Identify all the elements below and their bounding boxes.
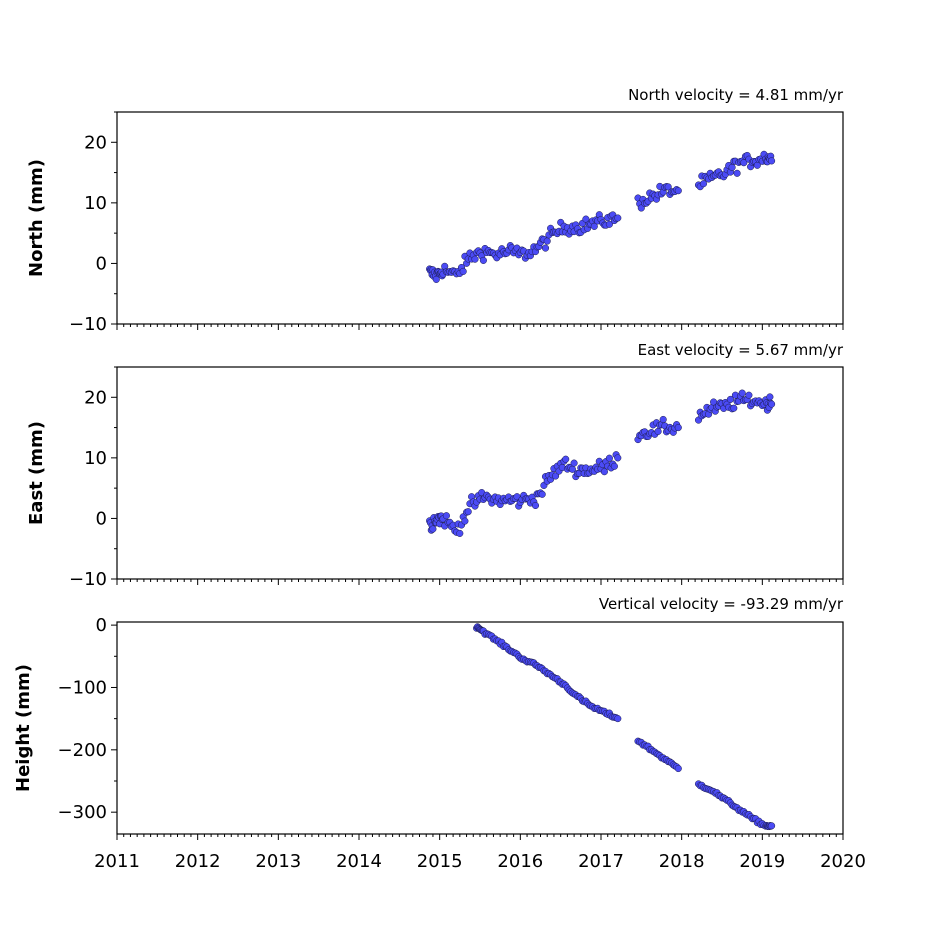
height-axes-frame [116,621,844,835]
y-tick-label: 0 [96,508,107,529]
east-y-axis-label: East (mm) [26,421,47,525]
data-point [768,400,776,408]
data-point [461,517,469,525]
east-panel-title: East velocity = 5.67 mm/yr [638,341,844,359]
data-point [614,214,622,222]
data-point [456,529,464,537]
data-point [768,157,776,165]
data-point [531,501,540,510]
north-axes-frame [116,111,844,325]
height-panel: Vertical velocity = -93.29 mm/yr Height … [13,595,866,872]
data-point [614,454,622,462]
data-point [654,427,662,435]
east-y-ticks: −10 0 10 20 [69,366,117,590]
y-tick-label: −300 [58,802,107,823]
y-tick-label: 20 [84,387,107,408]
data-point [471,255,479,263]
y-tick-label: 20 [84,132,107,153]
east-scatter-points [426,389,776,537]
y-tick-label: 10 [84,448,107,469]
data-point [543,237,551,245]
data-point [582,215,590,223]
data-point [464,508,472,516]
y-tick-label: 0 [96,253,107,274]
data-point [659,415,667,424]
data-point [745,391,753,399]
data-point [728,163,736,171]
y-tick-label: 10 [84,193,107,214]
y-tick-label: −200 [58,740,107,761]
x-tick-label: 2019 [739,851,785,872]
height-panel-title: Vertical velocity = -93.29 mm/yr [599,595,844,613]
data-point [730,404,738,412]
data-point [610,462,618,470]
east-axes-frame [116,366,844,580]
east-panel: East velocity = 5.67 mm/yr East (mm) −10… [26,341,844,590]
data-point [674,424,682,432]
north-y-ticks: −10 0 10 20 [69,111,117,335]
data-point [605,454,613,462]
x-tick-label: 2017 [578,851,624,872]
data-point [733,169,741,177]
data-point [766,393,774,401]
x-tick-label: 2012 [175,851,221,872]
data-point [570,459,578,467]
north-y-axis-label: North (mm) [26,159,47,277]
y-tick-label: −10 [69,569,107,590]
data-point [605,220,613,228]
data-point [459,267,467,275]
data-point [538,490,546,498]
data-point [674,187,682,195]
x-tick-label: 2011 [94,851,140,872]
data-point [479,256,487,264]
height-x-ticks: 2011 2012 2013 2014 2015 2016 2017 2018 2019 2020 [94,834,866,872]
data-point [552,472,560,480]
y-tick-label: −10 [69,314,107,335]
y-tick-label: −100 [58,677,107,698]
data-point [442,512,450,520]
data-point [429,525,437,533]
height-scatter-points [473,623,776,831]
data-point [614,715,622,723]
north-x-ticks [116,324,844,330]
x-tick-label: 2020 [820,851,866,872]
data-point [699,180,708,188]
data-point [726,395,734,403]
height-y-axis-label: Height (mm) [13,664,34,792]
north-scatter-points [426,150,776,283]
x-tick-label: 2013 [255,851,301,872]
y-tick-label: 0 [96,615,107,636]
data-point [562,455,570,463]
x-tick-label: 2018 [659,851,705,872]
data-point [432,275,440,283]
data-point [541,244,550,252]
data-point [674,764,682,773]
data-point [600,468,608,476]
data-point [738,389,746,397]
x-tick-label: 2015 [417,851,463,872]
height-y-ticks: −300 −200 −100 0 [58,615,117,823]
data-point [768,822,776,830]
north-panel-title: North velocity = 4.81 mm/yr [628,86,844,104]
data-point [664,183,672,191]
north-panel: North velocity = 4.81 mm/yr North (mm) −… [26,86,844,335]
x-tick-label: 2014 [336,851,382,872]
data-point [590,222,598,230]
east-x-ticks [116,579,844,585]
x-tick-label: 2016 [497,851,543,872]
